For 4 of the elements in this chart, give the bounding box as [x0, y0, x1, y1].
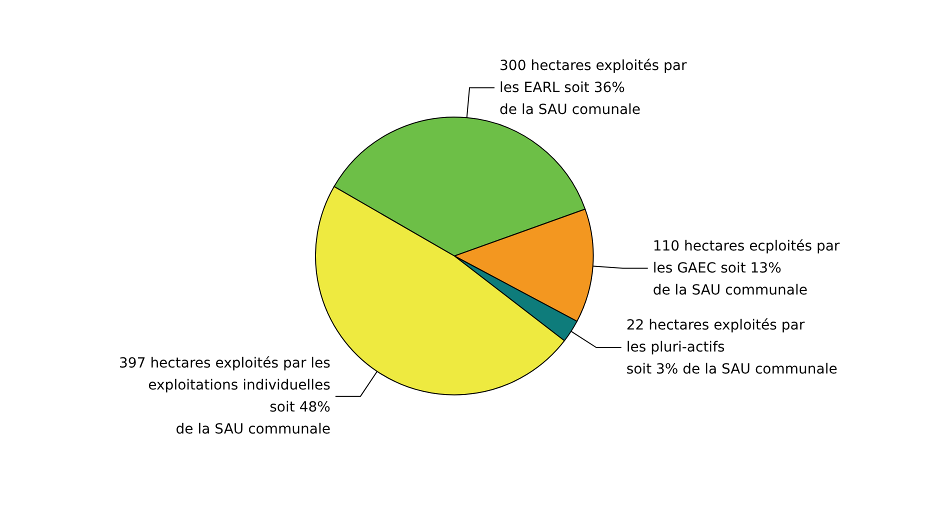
slice-label: 300 hectares exploités par les EARL soit 36% de la SAU comunale	[500, 58, 687, 118]
slice-label: 22 hectares exploités par les pluri-actifs soit 3% de la SAU communale	[626, 318, 838, 378]
slice-label: 397 hectares exploités par les exploitations individuelles soit 48% de la SAU communale	[119, 355, 330, 438]
slice-label: 110 hectares ecploités par les GAEC soit 13% de la SAU communale	[652, 238, 840, 298]
